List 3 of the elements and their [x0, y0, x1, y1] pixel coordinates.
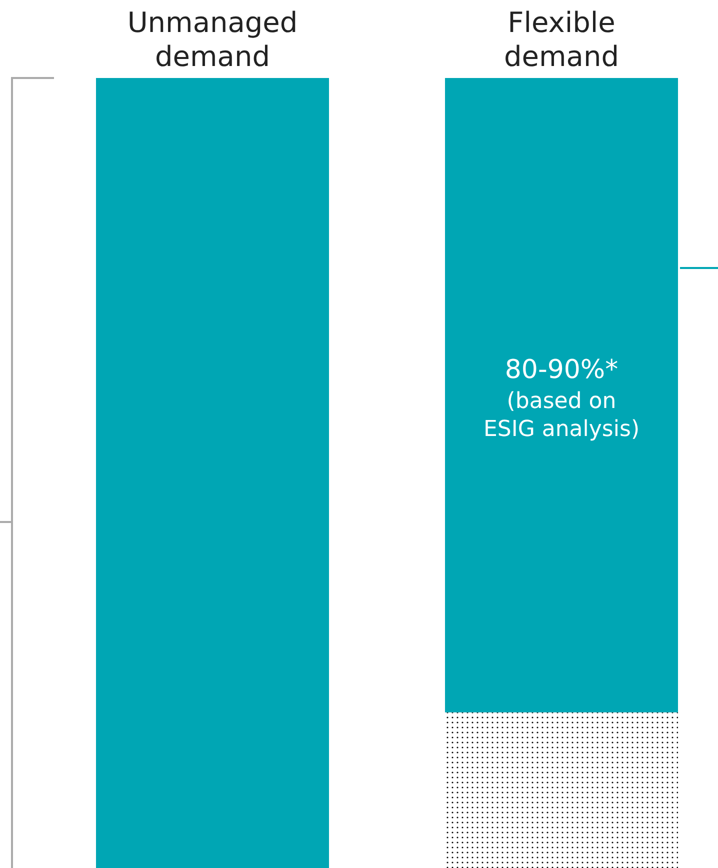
annotation: 80-90%* (based on ESIG analysis): [483, 355, 640, 442]
x-tick-label: Flexible demand: [504, 6, 619, 73]
x-tick-label: Unmanaged demand: [127, 6, 298, 73]
